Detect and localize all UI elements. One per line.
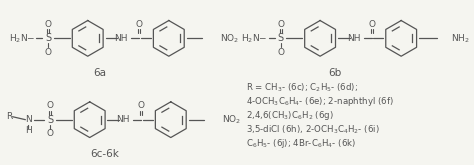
Text: O: O xyxy=(137,101,145,110)
Text: NH: NH xyxy=(115,34,128,43)
Text: O: O xyxy=(136,20,143,29)
Text: O: O xyxy=(46,129,54,138)
Text: NO$_2$: NO$_2$ xyxy=(222,113,242,126)
Text: 6c-6k: 6c-6k xyxy=(90,149,119,159)
Text: NO$_2$: NO$_2$ xyxy=(220,32,239,45)
Text: NH$_2$: NH$_2$ xyxy=(451,32,469,45)
Text: O: O xyxy=(46,101,54,110)
Text: O: O xyxy=(277,48,284,57)
Text: H$_2$N$-$: H$_2$N$-$ xyxy=(241,32,267,45)
Text: R = CH$_3$- (6c); C$_2$H$_5$- (6d);: R = CH$_3$- (6c); C$_2$H$_5$- (6d); xyxy=(246,82,358,94)
Text: O: O xyxy=(45,48,52,57)
Text: O: O xyxy=(45,20,52,29)
Text: 6b: 6b xyxy=(328,68,342,78)
Text: O: O xyxy=(277,20,284,29)
Text: 6a: 6a xyxy=(93,68,106,78)
Text: NH: NH xyxy=(347,34,360,43)
Text: 3,5-diCl (6h), 2-OCH$_3$C$_4$H$_2$- (6i): 3,5-diCl (6h), 2-OCH$_3$C$_4$H$_2$- (6i) xyxy=(246,123,380,136)
Text: O: O xyxy=(368,20,375,29)
Text: H$_2$N$-$: H$_2$N$-$ xyxy=(9,32,35,45)
Text: 2,4,6(CH$_3$)C$_6$H$_2$ (6g): 2,4,6(CH$_3$)C$_6$H$_2$ (6g) xyxy=(246,109,334,122)
Text: H: H xyxy=(25,126,32,135)
Text: S: S xyxy=(277,33,283,43)
Text: S: S xyxy=(47,115,53,125)
Text: R: R xyxy=(6,112,12,121)
Text: S: S xyxy=(45,33,51,43)
Text: 4-OCH$_3$C$_6$H$_4$- (6e); 2-naphthyl (6f): 4-OCH$_3$C$_6$H$_4$- (6e); 2-naphthyl (6… xyxy=(246,95,394,108)
Text: NH: NH xyxy=(117,115,130,124)
Text: N: N xyxy=(25,115,32,124)
Text: C$_6$H$_5$- (6j); 4Br-C$_6$H$_4$- (6k): C$_6$H$_5$- (6j); 4Br-C$_6$H$_4$- (6k) xyxy=(246,137,356,150)
